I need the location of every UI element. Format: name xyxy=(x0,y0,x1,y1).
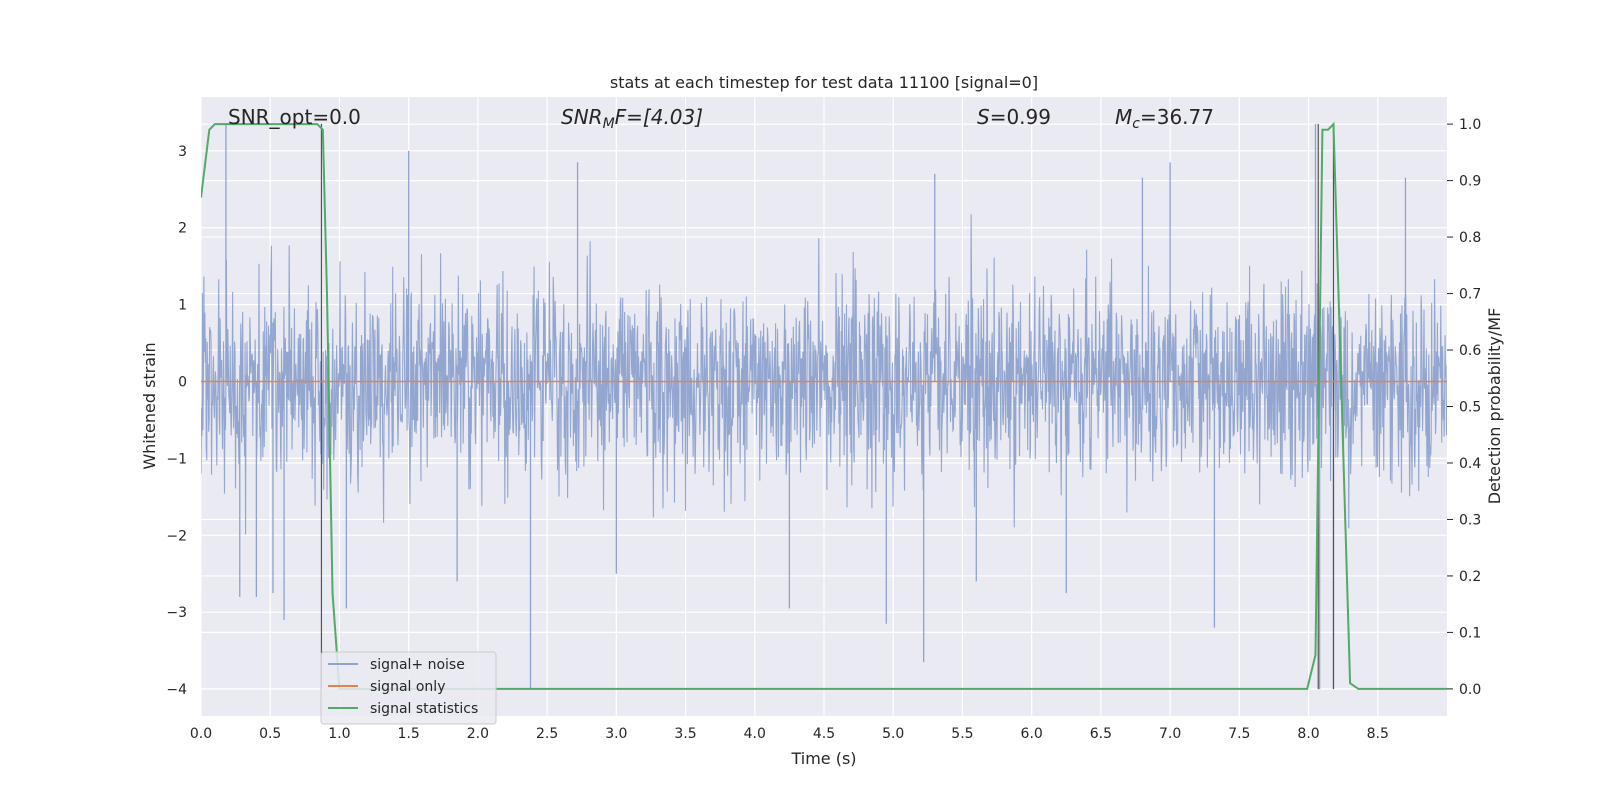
y-right-tick-label: 0.8 xyxy=(1459,230,1481,246)
x-tick-label: 6.0 xyxy=(1021,726,1043,742)
series-signal-statistics xyxy=(201,121,1447,690)
x-tick-label: 7.0 xyxy=(1159,726,1181,742)
x-tick-label: 6.5 xyxy=(1090,726,1112,742)
y-left-tick-label: −3 xyxy=(166,605,187,621)
legend-box xyxy=(320,651,497,725)
legend-label-signal-only: signal only xyxy=(370,679,445,695)
x-tick-label: 4.5 xyxy=(813,726,835,742)
x-axis-ticks: 0.0 0.5 1.0 1.5 2.0 2.5 3.0 3.5 4.0 4.5 5.0 5.5 6.0 6… xyxy=(190,726,1389,742)
y-right-tick-label: 1.0 xyxy=(1459,117,1481,133)
legend-label-signal-noise: signal+ noise xyxy=(370,657,465,673)
x-tick-label: 5.0 xyxy=(882,726,904,742)
annotation-snr-mf: SNRMF=[4.03] xyxy=(561,105,703,132)
series-signal-noise xyxy=(201,123,1447,690)
y-right-tick-label: 0.1 xyxy=(1459,625,1481,641)
x-axis-label: Time (s) xyxy=(790,749,856,768)
y-left-tick-label: −1 xyxy=(166,451,187,467)
y-right-tick-label: 0.2 xyxy=(1459,569,1481,585)
y-left-tick-label: −2 xyxy=(166,528,187,544)
y-right-axis-label: Detection probability/MF xyxy=(1485,308,1504,505)
y-right-tick-label: 0.0 xyxy=(1459,682,1481,698)
x-tick-label: 0.5 xyxy=(259,726,281,742)
x-tick-label: 2.0 xyxy=(467,726,489,742)
chart-title: stats at each timestep for test data 111… xyxy=(610,73,1038,92)
annotation-mc: Mc=36.77 xyxy=(1115,105,1214,132)
x-tick-label: 7.5 xyxy=(1228,726,1250,742)
y-left-tick-label: 3 xyxy=(178,144,187,160)
y-right-tick-label: 0.3 xyxy=(1459,512,1481,528)
x-tick-label: 2.5 xyxy=(536,726,558,742)
y-right-tick-label: 0.5 xyxy=(1459,400,1481,416)
x-tick-label: 1.5 xyxy=(398,726,420,742)
x-tick-label: 8.5 xyxy=(1367,726,1389,742)
x-tick-label: 1.0 xyxy=(328,726,350,742)
y-left-axis-ticks: −4 −3 −2 −1 0 1 2 3 xyxy=(166,144,187,698)
y-left-tick-label: 1 xyxy=(178,298,187,314)
y-right-axis-ticks: 0.0 0.1 0.2 0.3 0.4 0.5 0.6 0.7 0.8 0.9 1.0 xyxy=(1447,117,1481,698)
legend: signal+ noise signal only signal statist… xyxy=(320,651,497,725)
x-tick-label: 0.0 xyxy=(190,726,212,742)
data-layer xyxy=(201,121,1447,690)
annotation-snr-opt: SNR_opt=0.0 xyxy=(228,105,361,129)
x-tick-label: 8.0 xyxy=(1297,726,1319,742)
x-tick-label: 5.5 xyxy=(951,726,973,742)
series-line-signal-statistics xyxy=(201,121,1447,690)
x-tick-label: 4.0 xyxy=(744,726,766,742)
y-left-axis-label: Whitened strain xyxy=(140,342,159,469)
legend-label-signal-statistics: signal statistics xyxy=(370,701,478,717)
y-left-tick-label: 2 xyxy=(178,221,187,237)
x-tick-label: 3.5 xyxy=(674,726,696,742)
y-right-tick-label: 0.6 xyxy=(1459,343,1481,359)
y-left-tick-label: 0 xyxy=(178,375,187,391)
y-right-tick-label: 0.7 xyxy=(1459,287,1481,303)
y-right-tick-label: 0.9 xyxy=(1459,174,1481,190)
grid xyxy=(200,97,1447,716)
series-line-signal-noise xyxy=(201,214,1447,535)
y-left-tick-label: −4 xyxy=(166,682,187,698)
x-tick-label: 3.0 xyxy=(605,726,627,742)
annotation-s: S=0.99 xyxy=(977,105,1051,129)
y-right-tick-label: 0.4 xyxy=(1459,456,1481,472)
